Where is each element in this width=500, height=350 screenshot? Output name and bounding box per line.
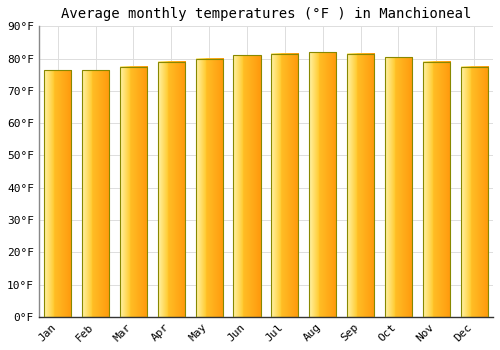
Bar [422,62,450,317]
Bar [82,70,109,317]
Bar [120,66,147,317]
Bar [158,62,185,317]
Bar [460,66,488,317]
Bar [271,54,298,317]
Bar [309,52,336,317]
Bar [234,55,260,317]
Bar [196,58,223,317]
Bar [385,57,412,317]
Title: Average monthly temperatures (°F ) in Manchioneal: Average monthly temperatures (°F ) in Ma… [60,7,471,21]
Bar [44,70,72,317]
Bar [347,54,374,317]
